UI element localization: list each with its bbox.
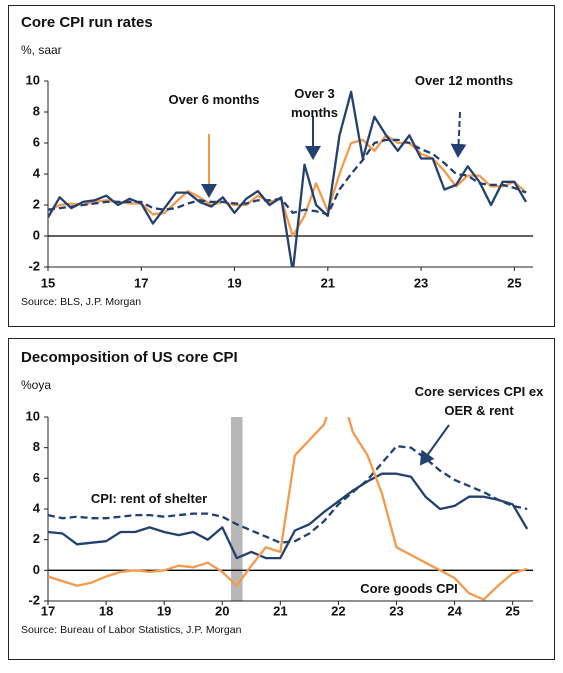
x-tick-label: 25 — [507, 275, 521, 290]
series-line — [48, 472, 529, 560]
series-line — [48, 138, 527, 216]
y-tick-label: 0 — [33, 227, 40, 242]
chart-subtitle: %, saar — [21, 43, 62, 57]
chart-subtitle: %oya — [21, 378, 51, 392]
y-tick-label: 4 — [33, 165, 41, 180]
x-tick-label: 21 — [321, 275, 335, 290]
shaded-period — [230, 417, 243, 601]
series-label: Core services CPI ex OER & rent — [414, 384, 544, 418]
annotation-arrow — [450, 111, 467, 158]
series-line — [48, 134, 527, 238]
y-tick-label: 6 — [33, 134, 40, 149]
series-line — [48, 417, 528, 601]
series-label: Core goods CPI — [360, 581, 458, 596]
chart-title: Core CPI run rates — [21, 14, 153, 31]
y-tick-label: 8 — [33, 103, 40, 118]
x-tick-label: 23 — [389, 603, 403, 618]
y-tick-label: 4 — [33, 500, 41, 515]
x-tick-label: 22 — [331, 603, 345, 618]
y-tick-label: 10 — [26, 72, 40, 87]
chart-panel: Core CPI run rates %, saar Source: BLS, J.… — [8, 5, 555, 327]
x-tick-label: 20 — [215, 603, 229, 618]
y-tick-label: 6 — [33, 470, 40, 485]
source: Source: Bureau of Labor Statistics, J.P.… — [21, 624, 242, 636]
y-tick-label: 2 — [33, 196, 40, 211]
x-tick-label: 19 — [157, 603, 171, 618]
x-tick-label: 21 — [273, 603, 287, 618]
x-tick-label: 23 — [414, 275, 428, 290]
y-tick-label: 8 — [33, 439, 40, 454]
source: Source: BLS, J.P. Morgan — [21, 296, 141, 308]
series-label: Over 3 months — [291, 86, 338, 120]
x-tick-label: 24 — [447, 603, 462, 618]
chart-title: Decomposition of US core CPI — [21, 349, 238, 366]
chart-panel: Decomposition of US core CPI %oya Source: … — [8, 338, 555, 660]
series-line — [48, 90, 527, 267]
y-tick-label: -2 — [28, 592, 40, 607]
y-tick-label: 0 — [33, 562, 40, 577]
x-tick-label: 15 — [41, 275, 55, 290]
x-tick-label: 19 — [227, 275, 241, 290]
y-tick-label: -2 — [28, 258, 40, 273]
x-tick-label: 25 — [505, 603, 519, 618]
y-tick-label: 10 — [26, 408, 40, 423]
x-tick-label: 17 — [41, 603, 55, 618]
series-label: Over 6 months — [168, 92, 260, 107]
annotation-arrow — [419, 424, 450, 466]
series-label: Over 12 months — [414, 73, 514, 88]
series-label: CPI: rent of shelter — [90, 491, 208, 506]
chart: Decomposition of US core CPI %oya Source: … — [21, 349, 533, 636]
x-tick-label: 18 — [99, 603, 113, 618]
series-line — [48, 444, 528, 544]
chart: Core CPI run rates %, saar Source: BLS, J.… — [21, 14, 533, 308]
y-tick-label: 2 — [33, 531, 40, 546]
x-tick-label: 17 — [134, 275, 148, 290]
